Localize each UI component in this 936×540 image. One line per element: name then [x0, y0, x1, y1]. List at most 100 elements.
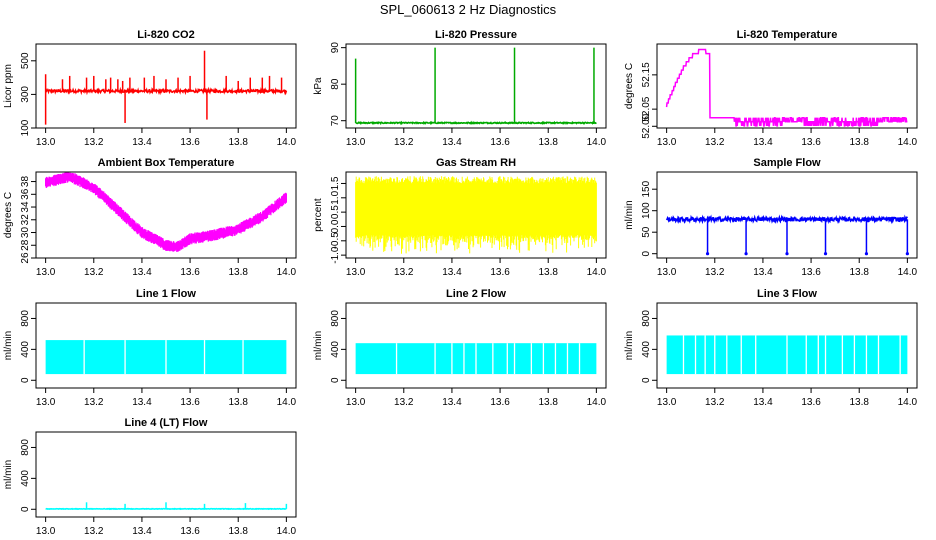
panel-rh: Gas Stream RH percent 13.0 13.2 13.4 13.6 13.8…	[313, 157, 607, 278]
pressure-ytick-label: 70	[330, 115, 341, 127]
line3-xtick-label: 13.0	[657, 397, 677, 408]
rh-xtick-label: 13.0	[346, 267, 366, 278]
line4-ytick-label: 0	[20, 506, 31, 512]
line2-frame	[345, 302, 607, 389]
line3-ytick-label: 800	[641, 310, 652, 327]
ambient-ytick-label: 26	[20, 252, 31, 264]
line1-ytick-label: 0	[20, 377, 31, 383]
sample-trace	[665, 214, 909, 225]
rh-xtick-label: 13.6	[490, 267, 510, 278]
panel-sample: Sample Flow ml/min 13.0 13.2 13.4 13.6 13.8 14.…	[624, 157, 918, 278]
sample-series	[665, 214, 909, 256]
temperature-series	[665, 48, 908, 127]
line2-title: Line 2 Flow	[446, 288, 506, 300]
rh-ytick-label: -0.5	[330, 232, 341, 250]
line1-ylabel: ml/min	[3, 331, 14, 360]
ambient-title: Ambient Box Temperature	[98, 157, 235, 169]
line4-xtick-label: 14.0	[277, 526, 297, 537]
co2-xtick-label: 13.2	[84, 137, 104, 148]
rh-ytick-label: 0.5	[330, 205, 341, 219]
rh-ytick-label: -1.0	[330, 246, 341, 264]
pressure-xtick-label: 13.8	[538, 137, 558, 148]
rh-xtick-label: 13.8	[538, 267, 558, 278]
ambient-ytick-label: 36	[20, 188, 31, 200]
panel-ambient: Ambient Box Temperature degrees C 13.0 13.2…	[3, 157, 297, 278]
line4-ytick-label: 800	[20, 439, 31, 456]
panel-line3: Line 3 Flow ml/min 13.0 13.2 13.4 13.6 13.8 14.…	[624, 288, 918, 408]
line2-ytick-label: 0	[330, 377, 341, 383]
sample-ytick-label: 100	[641, 202, 652, 219]
temperature-frame	[656, 43, 918, 129]
line4-xtick-label: 13.4	[132, 526, 152, 537]
line4-ytick-label: 400	[20, 470, 31, 487]
sample-xtick-label: 13.2	[705, 267, 725, 278]
line1-xtick-label: 13.6	[180, 397, 200, 408]
rh-xtick-label: 13.2	[394, 267, 414, 278]
ambient-ylabel: degrees C	[3, 192, 14, 238]
sample-dip-point	[744, 252, 748, 256]
sample-ytick-label: 50	[641, 226, 652, 238]
line1-xtick-label: 13.8	[228, 397, 248, 408]
line3-ylabel: ml/min	[624, 331, 635, 360]
panel-line1: Line 1 Flow ml/min 13.0 13.2 13.4 13.6 13.8 14.…	[3, 288, 297, 408]
sample-dip-point	[864, 252, 869, 256]
panel-temperature: Li-820 Temperature degrees C 13.0 13.2 13.4 1…	[624, 29, 918, 148]
sample-dip-point	[785, 252, 789, 256]
co2-title: Li-820 CO2	[137, 29, 194, 41]
temperature-xtick-label: 14.0	[898, 137, 918, 148]
line1-series	[45, 340, 287, 375]
line1-ytick-label: 800	[20, 310, 31, 327]
ambient-xtick-label: 13.8	[228, 267, 248, 278]
pressure-trace	[355, 120, 597, 126]
pressure-xtick-label: 13.0	[346, 137, 366, 148]
rh-title: Gas Stream RH	[436, 157, 516, 169]
sample-dip-point	[705, 252, 710, 256]
co2-ytick-label: 300	[20, 86, 31, 103]
panel-co2: Li-820 CO2 Licor ppm 13.0 13.2 13.4 13.6 13.8 1…	[3, 29, 297, 148]
pressure-ytick-label: 90	[330, 42, 341, 54]
pressure-frame	[345, 43, 607, 129]
line2-xtick-label: 13.0	[346, 397, 366, 408]
line3-xtick-label: 13.6	[801, 397, 821, 408]
line3-xtick-label: 13.8	[849, 397, 869, 408]
temperature-ytick-label: 52.15	[641, 62, 652, 87]
rh-ytick-label: 1.0	[330, 190, 341, 204]
line4-xtick-label: 13.6	[180, 526, 200, 537]
rh-series	[355, 176, 597, 254]
line4-title: Line 4 (LT) Flow	[125, 417, 208, 429]
ambient-ytick-label: 34	[20, 201, 31, 213]
line4-xtick-label: 13.0	[36, 526, 56, 537]
line3-series	[666, 335, 908, 375]
line2-xtick-label: 13.6	[490, 397, 510, 408]
pressure-xtick-label: 13.6	[490, 137, 510, 148]
line3-title: Line 3 Flow	[757, 288, 817, 300]
sample-xtick-label: 13.6	[801, 267, 821, 278]
line1-ytick-label: 400	[20, 341, 31, 358]
sample-xtick-label: 13.8	[849, 267, 869, 278]
rh-ytick-label: 0.0	[330, 219, 341, 233]
panel-line2: Line 2 Flow ml/min 13.0 13.2 13.4 13.6 13.8 14.…	[313, 288, 607, 408]
line2-series	[355, 343, 597, 375]
sample-ytick-label: 0	[641, 250, 652, 256]
line2-xtick-label: 13.8	[538, 397, 558, 408]
temperature-xtick-label: 13.8	[849, 137, 869, 148]
line4-frame	[35, 431, 297, 518]
temperature-xtick-label: 13.6	[801, 137, 821, 148]
line1-title: Line 1 Flow	[136, 288, 196, 300]
line3-ytick-label: 0	[641, 377, 652, 383]
sample-title: Sample Flow	[753, 157, 821, 169]
temperature-ytick-label: 52.05	[641, 96, 652, 121]
ambient-band	[45, 172, 287, 252]
pressure-xtick-label: 14.0	[587, 137, 607, 148]
sample-ylabel: ml/min	[624, 200, 635, 229]
line2-ytick-label: 800	[330, 310, 341, 327]
line3-ytick-label: 400	[641, 341, 652, 358]
line3-xtick-label: 13.4	[753, 397, 773, 408]
sample-xtick-label: 13.4	[753, 267, 773, 278]
co2-xtick-label: 13.4	[132, 137, 152, 148]
pressure-series	[354, 47, 597, 126]
line1-xtick-label: 13.2	[84, 397, 104, 408]
ambient-ytick-label: 30	[20, 227, 31, 239]
line1-xtick-label: 13.0	[36, 397, 56, 408]
line3-frame	[656, 302, 918, 389]
